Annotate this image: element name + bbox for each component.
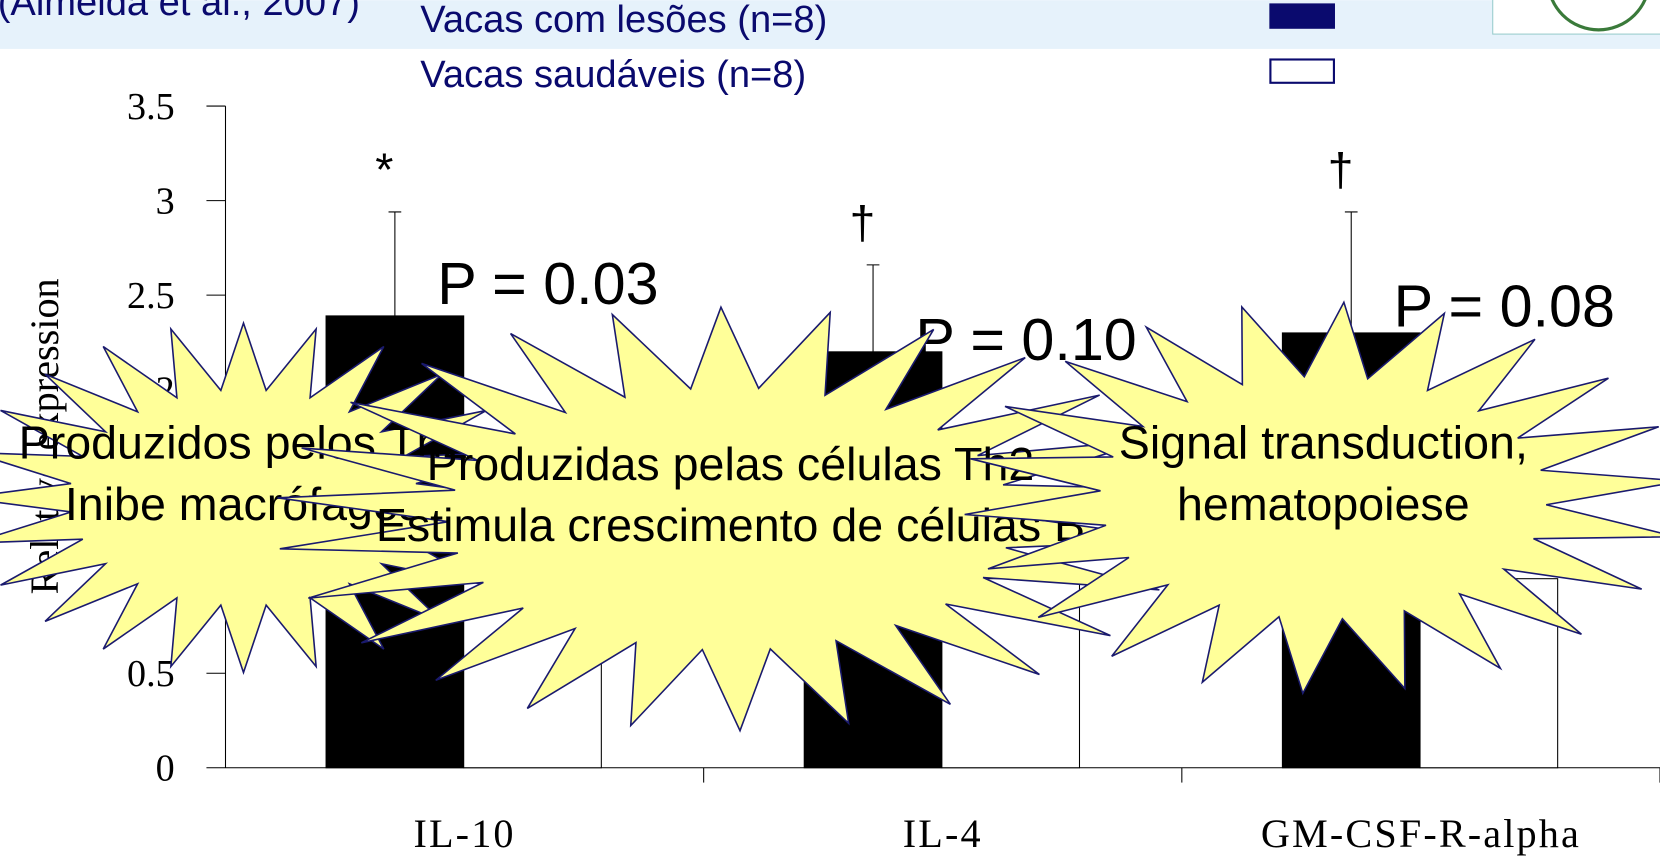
x-tick-label: GM-CSF-R-alpha bbox=[1261, 811, 1581, 856]
legend-swatch bbox=[1270, 59, 1334, 82]
callout-text: hematopoiese bbox=[1177, 478, 1470, 530]
p-value: P = 0.10 bbox=[915, 306, 1136, 373]
page: {"chart_data": {"type": "bar", "citation… bbox=[0, 0, 1660, 859]
slide: (Almeida et al., 2007) Vacas com lesões (… bbox=[0, 0, 1660, 859]
significance-mark: * bbox=[375, 143, 393, 195]
logo bbox=[1493, 0, 1660, 34]
error-bar bbox=[867, 265, 880, 352]
y-tick-label: 3 bbox=[156, 180, 175, 222]
y-tick-label: 3.5 bbox=[127, 86, 175, 128]
y-tick-label: 0.5 bbox=[127, 653, 175, 695]
x-tick-label: IL-4 bbox=[903, 811, 983, 856]
significance-mark: † bbox=[1328, 143, 1354, 195]
legend-label: Vacas com lesões (n=8) bbox=[420, 0, 827, 41]
callout-text: Produzidas pelas células Th2 bbox=[427, 438, 1035, 490]
p-value: P = 0.03 bbox=[437, 250, 658, 317]
callout-text: Signal transduction, bbox=[1119, 417, 1528, 469]
y-tick-label: 0 bbox=[156, 747, 175, 789]
x-tick-label: IL-10 bbox=[413, 811, 515, 856]
legend-label: Vacas saudáveis (n=8) bbox=[420, 54, 806, 96]
callout-text: Estimula crescimento de células B bbox=[376, 499, 1085, 551]
citation: (Almeida et al., 2007) bbox=[0, 0, 360, 24]
legend-swatch bbox=[1270, 4, 1334, 27]
error-bar bbox=[389, 212, 402, 316]
significance-mark: † bbox=[850, 196, 876, 248]
y-tick-label: 2.5 bbox=[127, 275, 175, 317]
